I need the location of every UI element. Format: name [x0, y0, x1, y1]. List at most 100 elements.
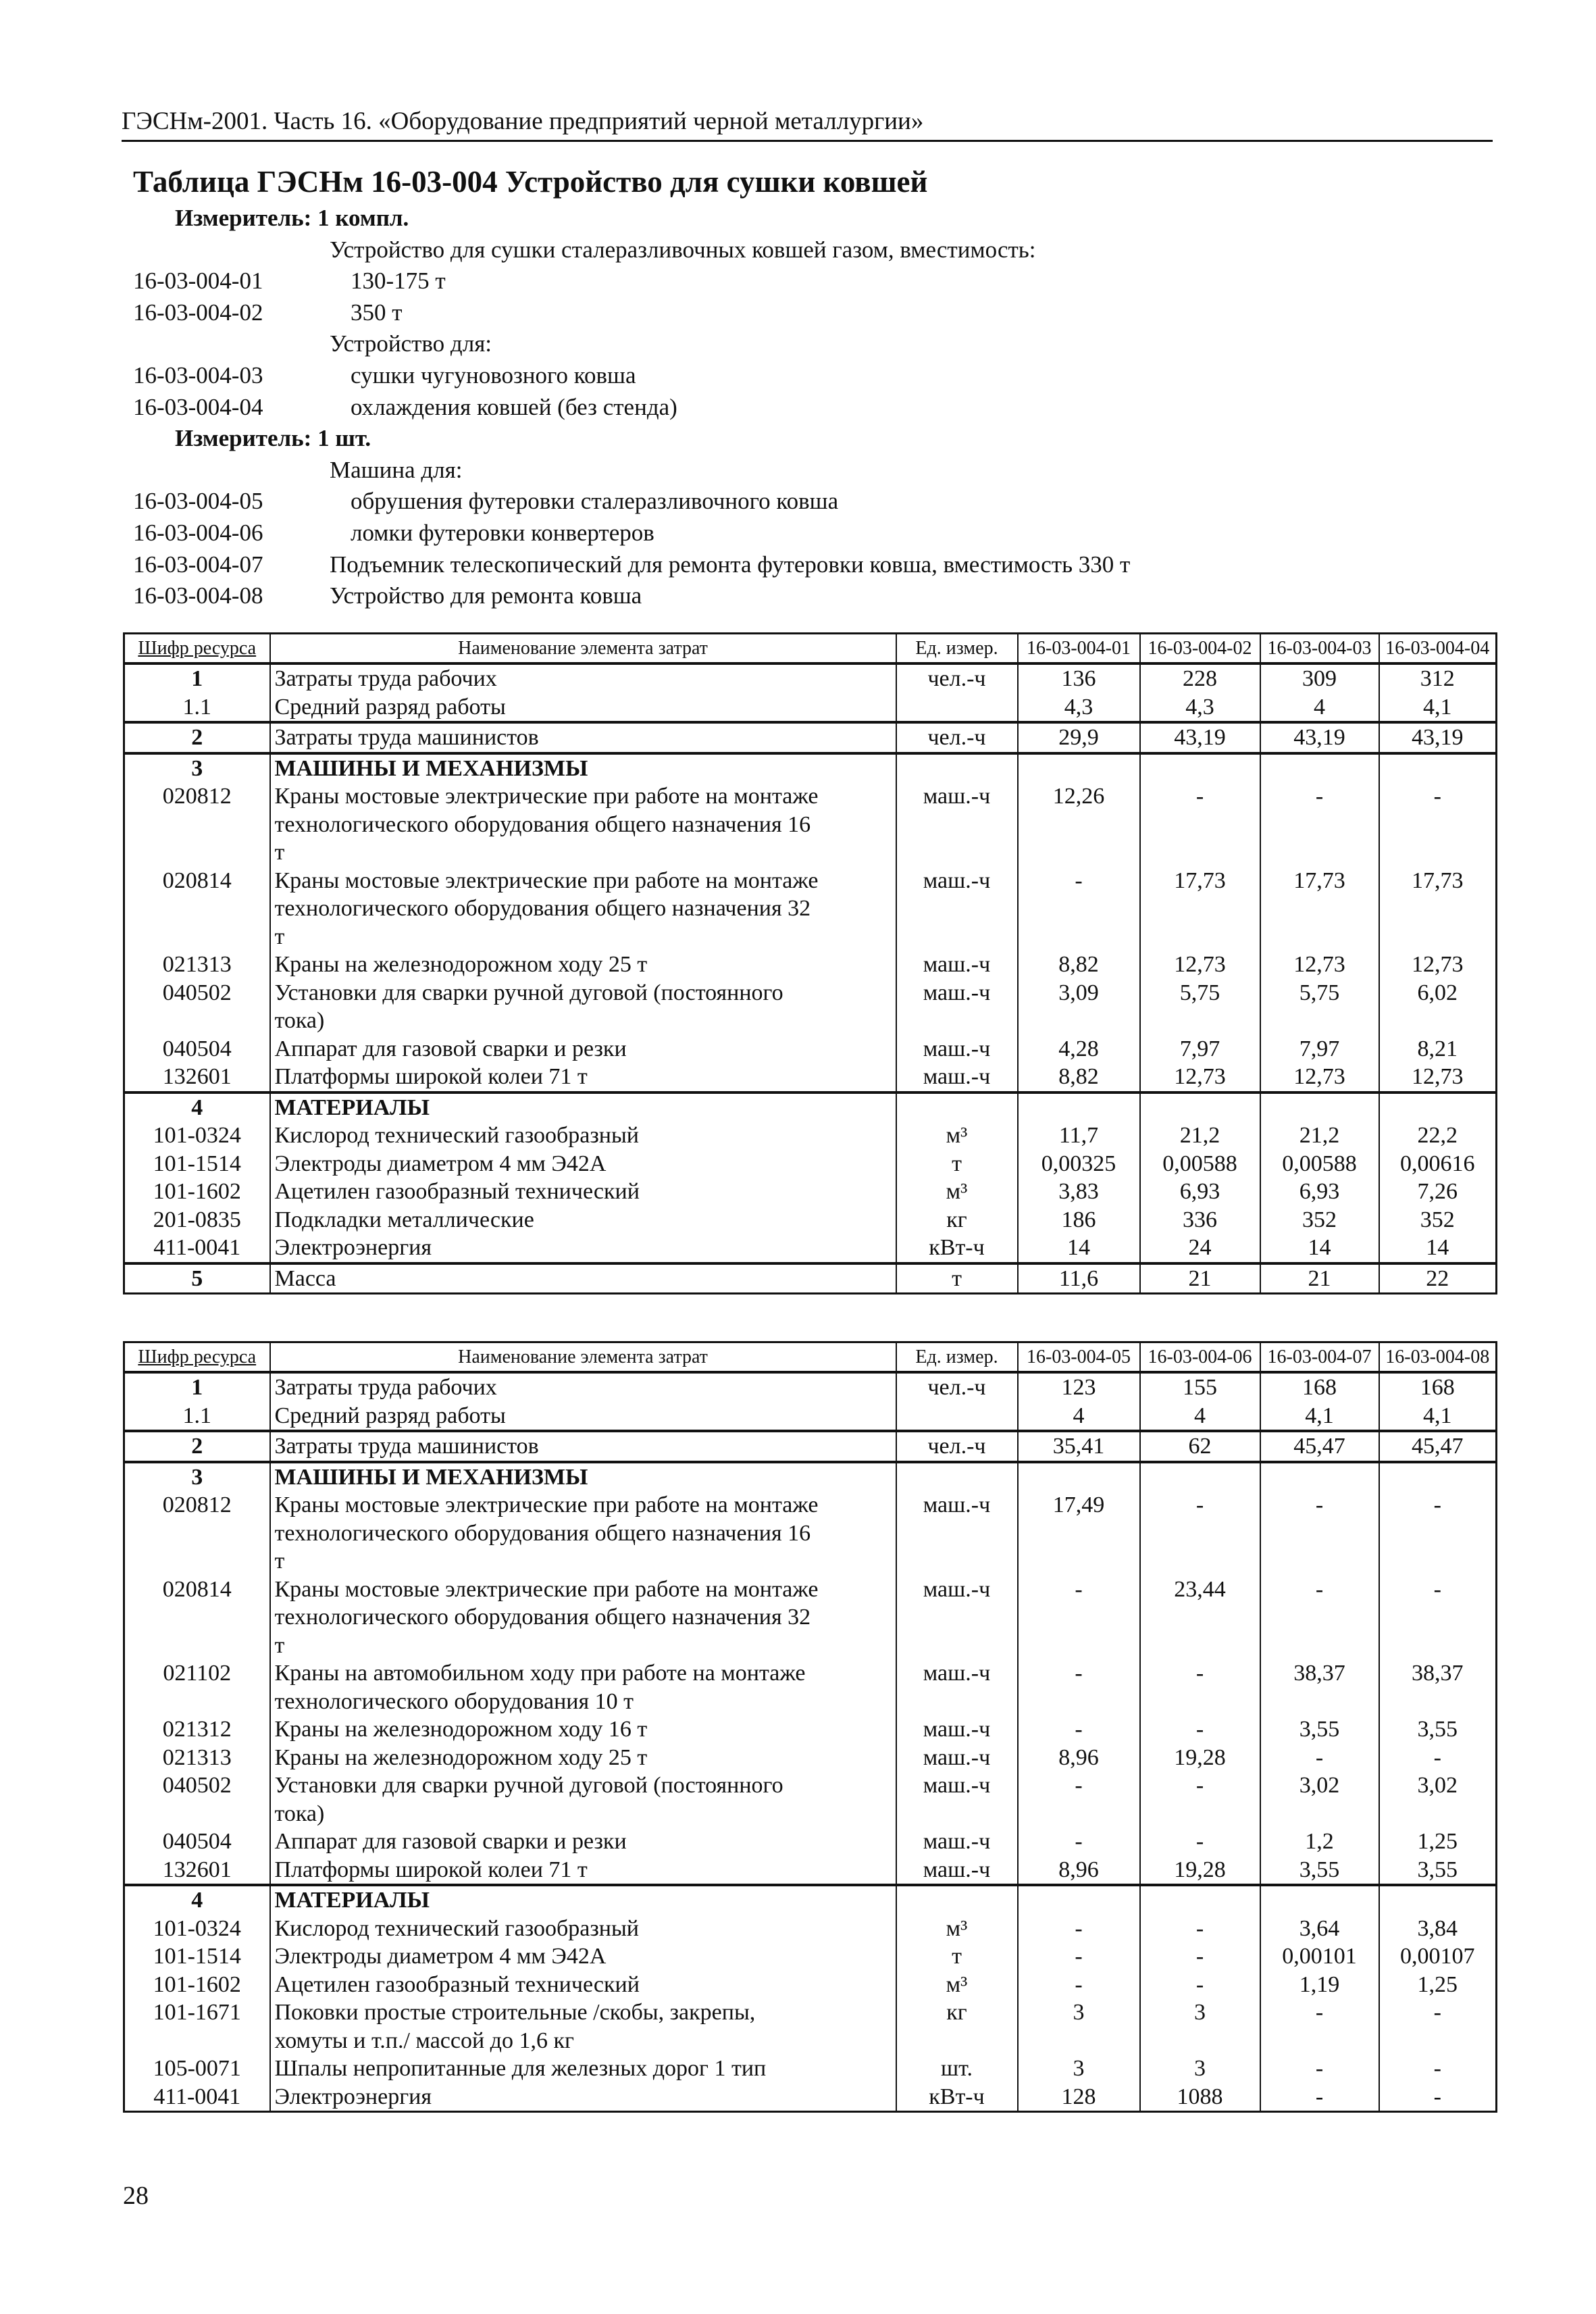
unit: кг: [895, 1998, 1019, 2055]
resource-code: 021313: [123, 1743, 271, 1771]
value-cell: -: [1378, 1743, 1497, 1771]
value-cell: 3,83: [1016, 1178, 1141, 1206]
value-cell: 4: [1016, 1401, 1141, 1431]
unit: маш.-ч: [895, 1063, 1019, 1092]
cost-element-name: Затраты труда рабочих: [269, 1372, 897, 1402]
value-cell: 38,37: [1259, 1659, 1380, 1715]
row-group: 4 МАТЕРИАЛЫ 101-0324 Кислород технический г…: [123, 1092, 1497, 1263]
intro-text: обрушения футеровки сталеразливочного ко…: [351, 488, 839, 515]
value-cell: 45,47: [1378, 1431, 1497, 1462]
value-cell: 3: [1139, 2055, 1261, 2083]
table-row: 3 МАШИНЫ И МЕХАНИЗМЫ: [123, 1461, 1497, 1491]
value-cell: -: [1016, 1942, 1141, 1971]
resource-code: 2: [123, 722, 271, 753]
row-group: 2 Затраты труда машинистов чел.-ч 35,41 62 45…: [123, 1431, 1497, 1462]
cost-element-name: Краны мостовые электрические при работе …: [269, 1491, 897, 1576]
value-cell: 352: [1259, 1205, 1380, 1234]
value-cell: 45,47: [1259, 1431, 1380, 1462]
value-cell: 336: [1139, 1205, 1261, 1234]
resource-code: 1: [123, 1372, 271, 1402]
table-row: 201-0835 Подкладки металлические кг 186 336 3…: [123, 1205, 1497, 1234]
resource-code: 2: [123, 1431, 271, 1462]
value-cell: 14: [1378, 1234, 1497, 1263]
header-code: Шифр ресурса: [123, 1341, 271, 1374]
resource-code: 020814: [123, 866, 271, 951]
value-cell: -: [1016, 1828, 1141, 1856]
cost-element-name: Аппарат для газовой сварки и резки: [269, 1828, 897, 1856]
intro-text: охлаждения ковшей (без стенда): [351, 393, 677, 420]
cost-element-name: Электроды диаметром 4 мм Э42А: [269, 1942, 897, 1971]
page-title: Таблица ГЭСНм 16-03-004 Устройство для с…: [133, 165, 928, 199]
row-group: 1 Затраты труда рабочих чел.-ч 136 228 309 312…: [123, 663, 1497, 722]
value-cell: 1,25: [1378, 1970, 1497, 1998]
unit: м³: [895, 1970, 1019, 1998]
value-cell: 12,26: [1016, 782, 1141, 867]
resource-code: 020814: [123, 1575, 271, 1659]
value-cell: 0,00588: [1139, 1149, 1261, 1178]
table-row: 3 МАШИНЫ И МЕХАНИЗМЫ: [123, 753, 1497, 782]
value-cell: [1139, 1461, 1261, 1491]
cost-element-name: Поковки простые строительные /скобы, зак…: [269, 1998, 897, 2055]
unit: маш.-ч: [895, 866, 1019, 951]
cost-element-name: Краны на железнодорожном ходу 25 т: [269, 1743, 897, 1771]
table-row: 020812 Краны мостовые электрические при р…: [123, 1491, 1497, 1576]
intro-text: ломки футеровки конвертеров: [351, 519, 654, 546]
value-cell: 7,26: [1378, 1178, 1497, 1206]
value-cell: -: [1016, 866, 1141, 951]
resource-code: 040504: [123, 1034, 271, 1063]
value-cell: 3: [1139, 1998, 1261, 2055]
value-cell: 3,55: [1378, 1715, 1497, 1744]
header-norm-column: 16-03-004-02: [1139, 632, 1261, 665]
value-cell: 5,75: [1139, 978, 1261, 1035]
value-cell: 3,02: [1378, 1771, 1497, 1828]
value-cell: 3,55: [1259, 1855, 1380, 1885]
table-row: 020814 Краны мостовые электрические при р…: [123, 1575, 1497, 1659]
value-cell: -: [1139, 1942, 1261, 1971]
meter-label: Измеритель: 1 шт.: [175, 425, 371, 452]
unit: м³: [895, 1914, 1019, 1942]
unit: чел.-ч: [895, 663, 1019, 693]
value-cell: 228: [1139, 663, 1261, 693]
value-cell: 312: [1378, 663, 1497, 693]
value-cell: 19,28: [1139, 1743, 1261, 1771]
value-cell: [1139, 1885, 1261, 1915]
header-norm-column: 16-03-004-05: [1016, 1341, 1141, 1374]
cost-element-name: Платформы широкой колеи 71 т: [269, 1855, 897, 1885]
norm-code: 16-03-004-02: [133, 299, 263, 326]
value-cell: 43,19: [1259, 722, 1380, 753]
value-cell: 4,1: [1378, 1401, 1497, 1431]
intro-text: Устройство для ремонта ковша: [330, 582, 642, 609]
unit: чел.-ч: [895, 722, 1019, 753]
resource-code: 021313: [123, 951, 271, 979]
row-group: 5 Масса т 11,6 21 21 22: [123, 1263, 1497, 1294]
unit: кВт-ч: [895, 2082, 1019, 2112]
table-row: 132601 Платформы широкой колеи 71 т маш.-ч…: [123, 1855, 1497, 1885]
value-cell: -: [1378, 1575, 1497, 1659]
value-cell: [1016, 1092, 1141, 1122]
resource-code: 040502: [123, 1771, 271, 1828]
unit: маш.-ч: [895, 1034, 1019, 1063]
table-row: 5 Масса т 11,6 21 21 22: [123, 1263, 1497, 1294]
value-cell: [1016, 753, 1141, 782]
value-cell: [1016, 1885, 1141, 1915]
value-cell: 3,64: [1259, 1914, 1380, 1942]
unit: маш.-ч: [895, 1771, 1019, 1828]
value-cell: [1139, 1092, 1261, 1122]
unit: маш.-ч: [895, 1715, 1019, 1744]
unit: маш.-ч: [895, 978, 1019, 1035]
unit: т: [895, 1263, 1019, 1294]
value-cell: 12,73: [1378, 1063, 1497, 1092]
value-cell: -: [1259, 1491, 1380, 1576]
value-cell: [1378, 1461, 1497, 1491]
value-cell: 168: [1259, 1372, 1380, 1402]
resource-code: 1.1: [123, 1401, 271, 1431]
value-cell: 8,82: [1016, 951, 1141, 979]
table-row: 101-1514 Электроды диаметром 4 мм Э42А т 0,…: [123, 1149, 1497, 1178]
value-cell: 1,25: [1378, 1828, 1497, 1856]
resource-code: 201-0835: [123, 1205, 271, 1234]
resource-code: 020812: [123, 1491, 271, 1576]
table-row: 101-1602 Ацетилен газообразный технически…: [123, 1970, 1497, 1998]
norm-code: 16-03-004-06: [133, 519, 263, 546]
resource-code: 040502: [123, 978, 271, 1035]
value-cell: 8,96: [1016, 1855, 1141, 1885]
